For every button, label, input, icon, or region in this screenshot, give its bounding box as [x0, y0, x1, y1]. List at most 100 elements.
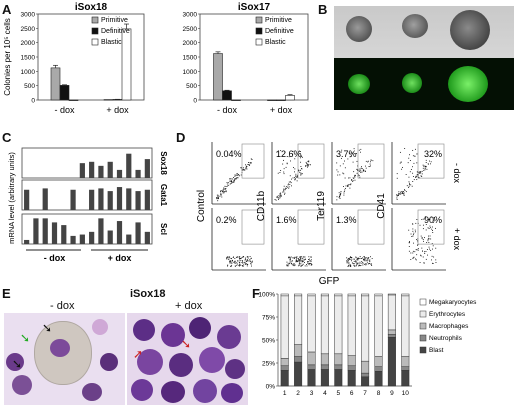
- panel-a-category-label: + dox: [106, 105, 129, 115]
- panel-f-legend-swatch: [419, 322, 427, 330]
- panel-f-bar-segment: [374, 366, 383, 372]
- panel-f-bar-segment: [320, 293, 329, 297]
- panel-d-scatter-events: [216, 158, 253, 202]
- panel-f-bar-segment: [347, 355, 356, 367]
- panel-f-bar-segment: [387, 334, 396, 338]
- panel-c-bar: [107, 191, 113, 210]
- panel-f-bar-segment: [320, 364, 329, 370]
- panel-f-bar-segment: [401, 295, 410, 357]
- panel-f-bar-segment: [320, 369, 329, 387]
- panel-d-gate-percent: 3.7%: [336, 149, 357, 159]
- panel-d-marker-label: CD41: [376, 193, 387, 219]
- panel-c-y-axis-label: mRNA level (arbitrary units): [7, 152, 16, 244]
- panel-f-x-tick-label: 10: [402, 390, 410, 397]
- panel-c-bar: [107, 161, 113, 178]
- panel-f-bar-segment: [347, 370, 356, 387]
- panel-a-legend-swatch: [255, 27, 263, 35]
- panel-f-y-tick-label: 50%: [262, 338, 275, 345]
- panel-c-gene-label: Scl: [159, 223, 168, 235]
- panel-c-bar: [89, 231, 95, 244]
- panel-c-gene-label: Gata1: [159, 184, 168, 207]
- panel-f-bar-segment: [361, 360, 370, 374]
- panel-d-gate: [357, 143, 385, 179]
- panel-d-gate: [417, 143, 445, 179]
- panel-c-bar: [24, 239, 30, 244]
- panel-a-bar: [213, 53, 223, 101]
- panel-f-bar-segment: [374, 371, 383, 387]
- panel-a-y-tick-label: 500: [24, 83, 35, 90]
- panel-c-bar: [33, 218, 39, 244]
- panel-c-bar: [70, 189, 76, 210]
- panel-f-bar-segment: [401, 370, 410, 387]
- panel-f-legend-label: Megakaryocytes: [429, 299, 477, 306]
- panel-a-bar: [103, 99, 114, 101]
- panel-label-e: E: [2, 286, 11, 301]
- panel-a-legend-swatch: [91, 16, 99, 24]
- panel-c-bar: [98, 218, 104, 244]
- panel-f-legend-swatch: [419, 346, 427, 354]
- panel-d-gate-percent: 1.3%: [336, 215, 357, 225]
- panel-a-bar: [276, 99, 286, 101]
- panel-f-legend-label: Erythrocytes: [429, 311, 466, 318]
- panel-c-bar: [126, 153, 132, 178]
- panel-d-scatter-events: [274, 150, 311, 201]
- panel-c-group-label: - dox: [44, 253, 66, 263]
- panel-a-y-tick-label: 1500: [21, 55, 36, 62]
- panel-f-x-tick-label: 6: [350, 390, 354, 397]
- panel-a-legend-swatch: [91, 27, 99, 35]
- panel-label-d: D: [176, 130, 186, 145]
- panel-f-bar-segment: [280, 295, 289, 359]
- panel-d-gate-percent: 0.2%: [216, 215, 237, 225]
- panel-f-bar-segment: [387, 336, 396, 387]
- panel-a-y-tick-label: 1500: [183, 55, 198, 62]
- panel-f-bar-segment: [334, 293, 343, 297]
- panel-d-marker-label: CD11b: [256, 190, 267, 221]
- panel-c-bar: [89, 161, 95, 178]
- panel-c-bar: [116, 187, 123, 210]
- panel-c-bar: [51, 222, 58, 244]
- panel-e-title: iSox18: [130, 288, 166, 300]
- panel-a-y-tick-label: 3000: [183, 12, 198, 19]
- panel-f-x-tick-label: 1: [283, 390, 287, 397]
- panel-label-c: C: [2, 130, 12, 145]
- panel-c-gene-label: Sox18: [159, 151, 168, 175]
- panel-a-legend-swatch: [91, 38, 99, 46]
- panel-c-group-label: + dox: [108, 253, 132, 263]
- panel-a-bar: [231, 99, 241, 101]
- panel-a-chart-title: iSox17: [238, 2, 271, 13]
- panel-f-y-tick-label: 100%: [258, 292, 275, 299]
- panel-f-bar-segment: [361, 376, 370, 387]
- panel-c-plot-frame: [21, 179, 153, 211]
- panel-f-bar-segment: [334, 364, 343, 370]
- panel-c-bar: [116, 221, 123, 244]
- panel-d-gate-percent: 0.04%: [216, 149, 242, 159]
- panel-c-bar: [126, 234, 132, 244]
- panel-d-scatter-events: [286, 256, 313, 267]
- minus-dox-cytospin-image: ➘ ➘ ➘: [4, 313, 125, 405]
- panel-f-bar-segment: [347, 293, 356, 297]
- panel-f-bar-segment: [307, 364, 316, 370]
- panel-a-y-tick-label: 3000: [21, 12, 36, 19]
- panel-f-legend-swatch: [419, 334, 427, 342]
- panel-c-bar: [135, 191, 141, 210]
- panel-f-bar-segment: [387, 294, 396, 331]
- panel-f-bar-segment: [294, 344, 303, 357]
- panel-a-bar: [267, 99, 277, 101]
- panel-f-bar-segment: [280, 365, 289, 371]
- panel-f-legend-swatch: [419, 298, 427, 306]
- panel-a-y-tick-label: 1000: [21, 69, 36, 76]
- panel-c-bar: [135, 222, 141, 244]
- panel-c-bar: [70, 235, 76, 244]
- panel-f-bar-segment: [334, 369, 343, 387]
- panel-c-bar: [98, 165, 104, 178]
- panel-f-bar-segment: [347, 365, 356, 371]
- panel-d-gate-percent: 32%: [424, 149, 442, 159]
- panel-f-bar-segment: [320, 353, 329, 366]
- panel-f-bar-segment: [294, 361, 303, 387]
- panel-e-cytospin: iSox18 - dox + dox ➘ ➘ ➘ ➚ ➘: [0, 286, 250, 406]
- panel-a-legend-swatch: [255, 16, 263, 24]
- panel-a-legend-swatch: [255, 38, 263, 46]
- panel-f-y-tick-label: 0%: [266, 384, 276, 391]
- panel-f-y-tick-label: 75%: [262, 315, 275, 322]
- panel-a-legend-label: Blastic: [101, 39, 122, 46]
